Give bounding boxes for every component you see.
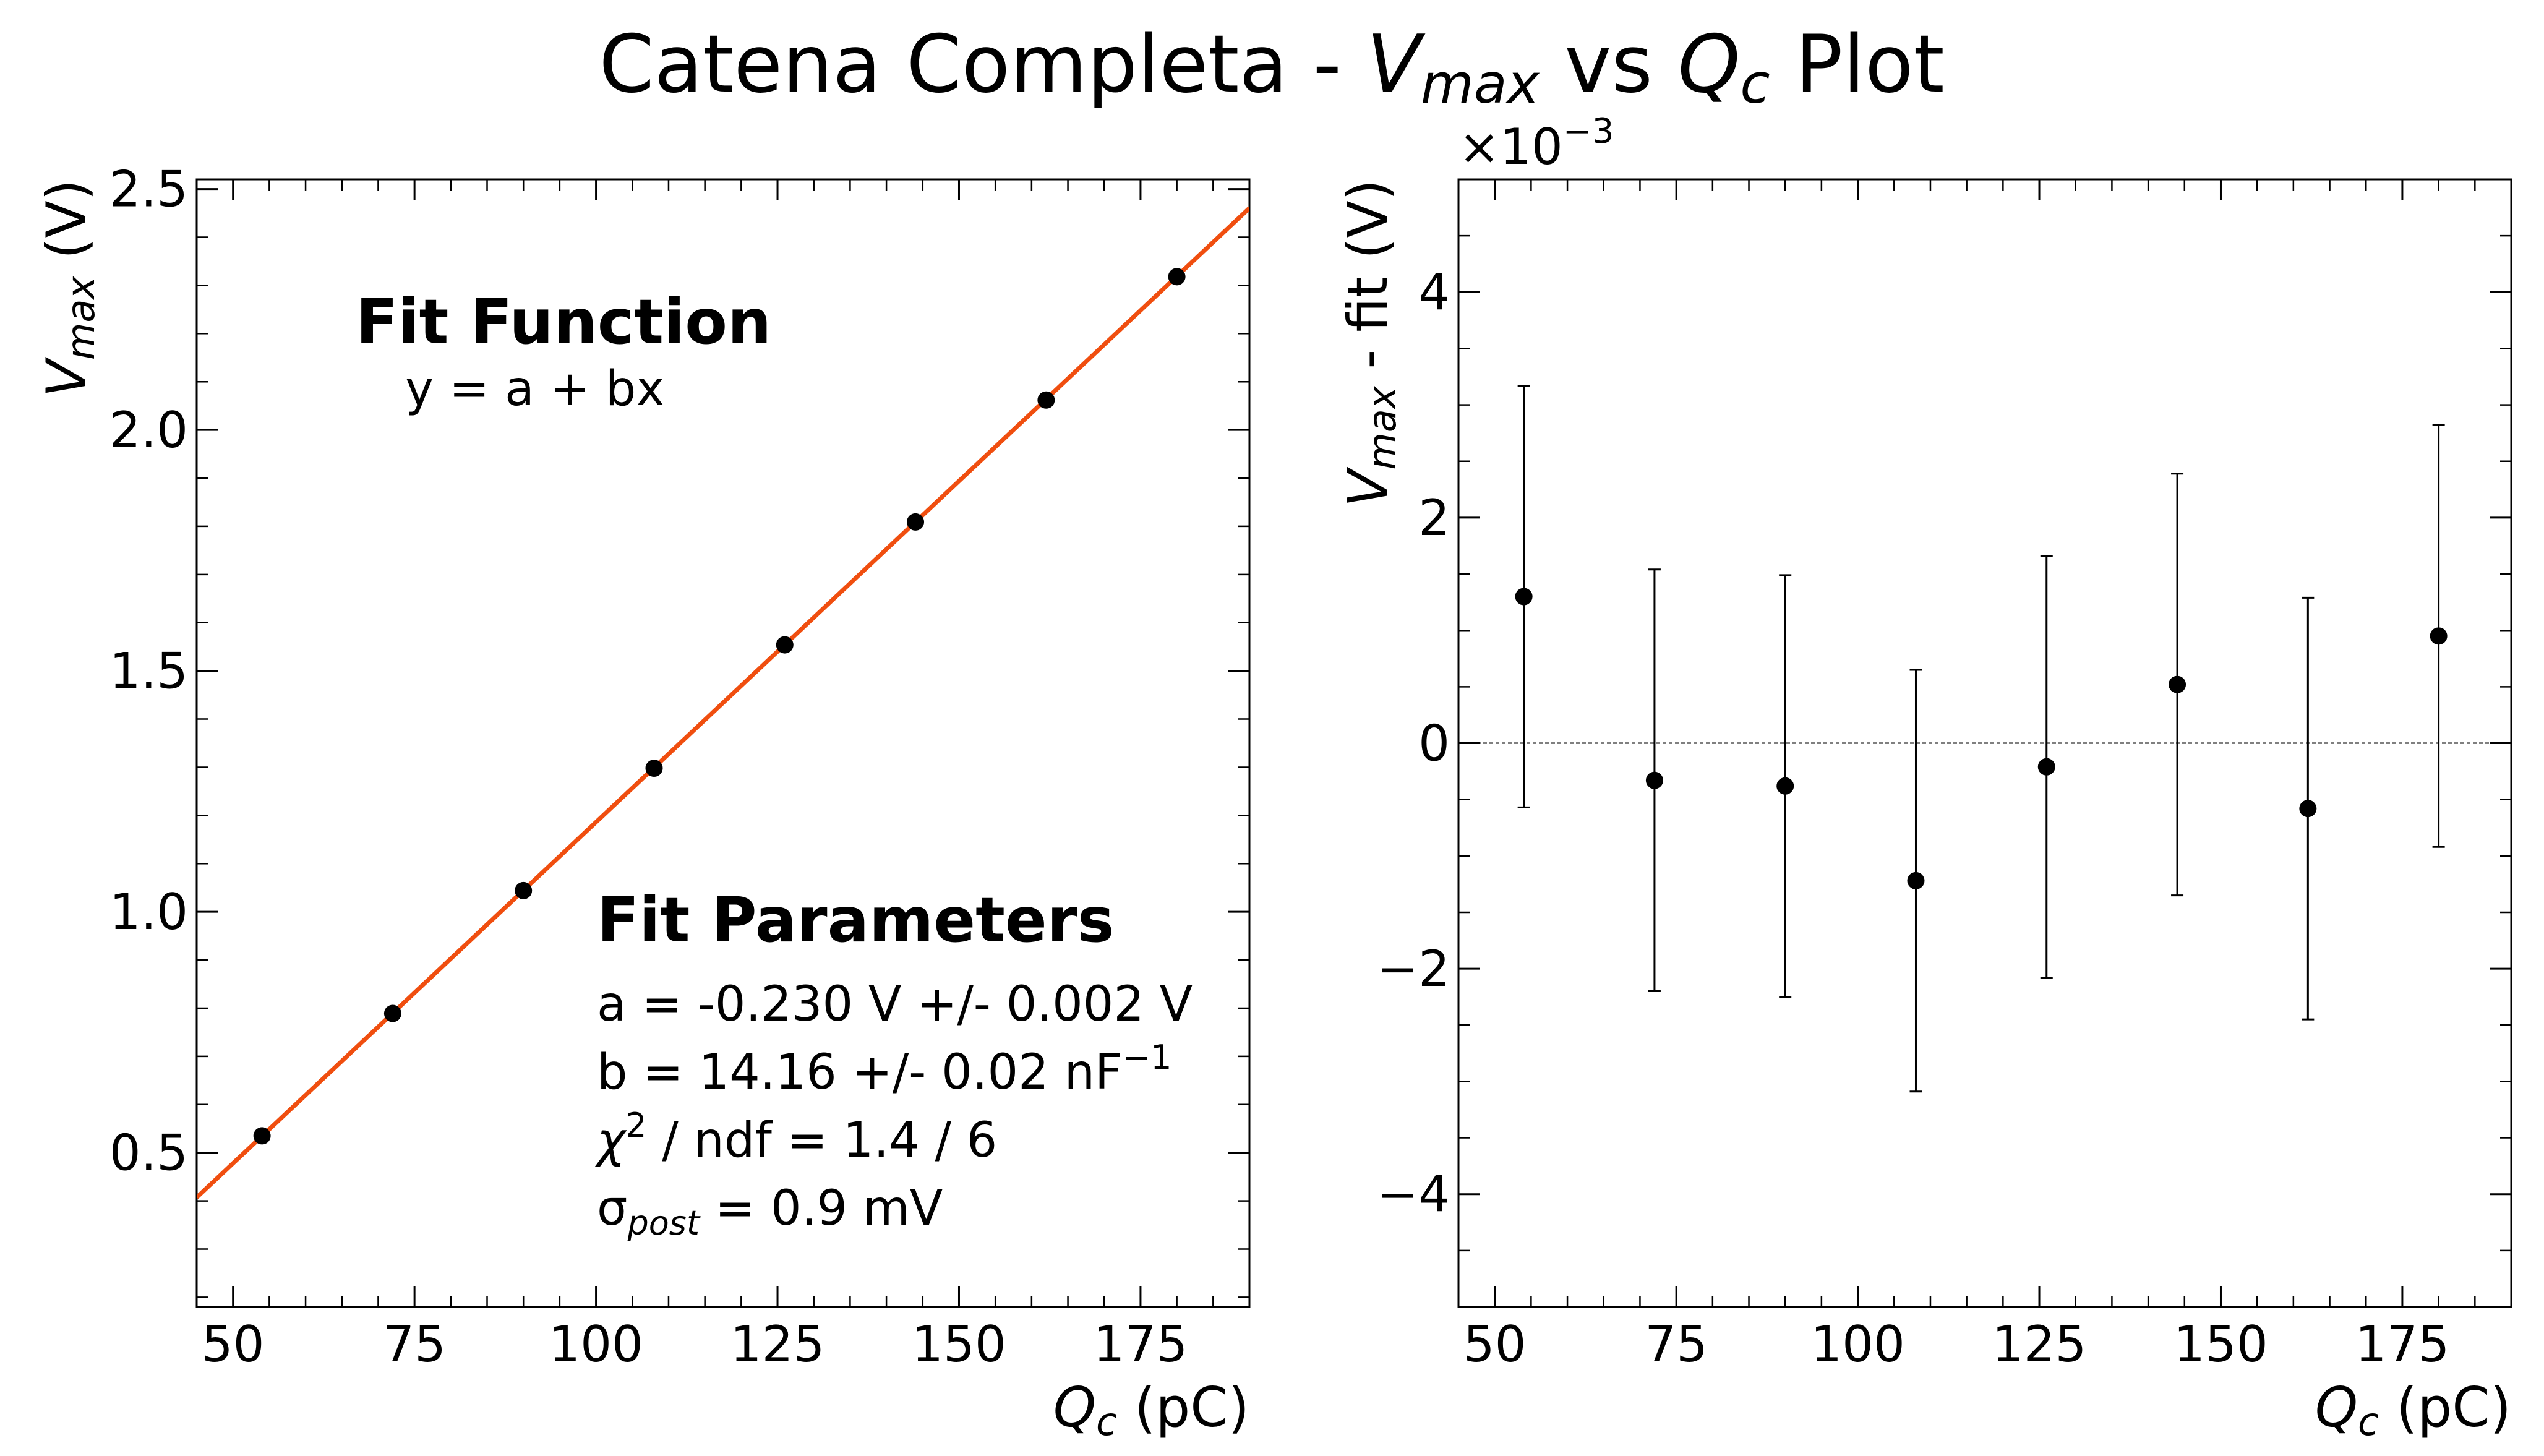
right-axis-ticks — [1457, 178, 2512, 1308]
x-tick-label: 150 — [2174, 1316, 2268, 1373]
fit-parameters-title: Fit Parameters — [597, 884, 1115, 956]
data-points-group — [253, 268, 1186, 1145]
x-tick-label: 50 — [1463, 1316, 1527, 1373]
figure-title: Catena Completa - Vmax vs Qc Plot — [599, 19, 1944, 116]
x-tick-label: 175 — [2355, 1316, 2450, 1373]
fit-function-title: Fit Function — [356, 286, 771, 358]
x-tick-label: 75 — [383, 1316, 446, 1373]
right-y-axis-label: Vmax - fit (V) — [1336, 179, 1405, 507]
left-plot-frame — [195, 178, 1251, 1308]
x-tick-label: 50 — [202, 1316, 265, 1373]
residual-point — [2299, 800, 2317, 818]
data-point — [253, 1127, 271, 1145]
residual-points-group — [1515, 385, 2448, 1093]
data-point — [645, 760, 663, 777]
y-tick-label: 2.5 — [109, 161, 188, 218]
right-x-axis-label: Qc (pC) — [2315, 1376, 2511, 1444]
y-scale-multiplier: ×10−3 — [1458, 111, 1614, 176]
data-point — [1168, 268, 1186, 286]
y-tick-label: 1.0 — [109, 883, 188, 941]
residual-point — [1907, 871, 1925, 889]
residual-point — [1645, 771, 1663, 789]
y-tick-label: 0 — [1418, 715, 1450, 773]
y-tick-label: 2 — [1418, 489, 1450, 547]
residual-point — [1515, 588, 1533, 606]
fit-param-a: a = -0.230 V +/- 0.002 V — [597, 977, 1193, 1032]
fit-line-group — [197, 206, 1249, 1199]
y-tick-label: 1.5 — [109, 643, 188, 700]
right-tick-labels: 50 75 100 125 150 175 −4 −2 0 2 4 — [1377, 263, 2449, 1373]
fit-chi2: χ2 / ndf = 1.4 / 6 — [594, 1106, 997, 1168]
data-point — [1037, 391, 1055, 409]
fit-param-b: b = 14.16 +/- 0.02 nF−1 — [597, 1038, 1172, 1100]
y-tick-label: 0.5 — [109, 1124, 188, 1182]
left-x-axis-label: Qc (pC) — [1053, 1376, 1249, 1444]
x-tick-label: 175 — [1094, 1316, 1188, 1373]
data-point — [776, 636, 794, 654]
x-tick-label: 125 — [1992, 1316, 2087, 1373]
residual-point — [2430, 627, 2448, 645]
x-tick-label: 75 — [1645, 1316, 1708, 1373]
x-tick-label: 150 — [912, 1316, 1006, 1373]
x-tick-label: 100 — [1810, 1316, 1905, 1373]
residual-point — [1776, 777, 1794, 795]
fit-line — [197, 206, 1249, 1199]
left-y-axis-label: Vmax (V) — [35, 179, 103, 397]
x-tick-label: 125 — [730, 1316, 825, 1373]
x-tick-label: 100 — [549, 1316, 643, 1373]
residual-point — [2037, 758, 2055, 776]
data-point — [907, 513, 925, 531]
y-tick-label: 2.0 — [109, 401, 188, 459]
residual-point — [2169, 675, 2186, 693]
data-point — [383, 1004, 401, 1022]
data-point — [515, 881, 533, 899]
left-tick-labels: 50 75 100 125 150 175 0.5 1.0 1.5 2.0 2.5 — [109, 161, 1188, 1373]
fit-sigma-post: σpost = 0.9 mV — [597, 1181, 943, 1243]
y-tick-label: −4 — [1377, 1166, 1450, 1223]
fit-function-formula: y = a + bx — [405, 361, 665, 417]
residuals-plot: 50 75 100 125 150 175 −4 −2 0 2 4 ×10−3 Vmax - fit… — [1336, 111, 2512, 1444]
y-tick-label: 4 — [1418, 263, 1450, 321]
fit-plot: 50 75 100 125 150 175 0.5 1.0 1.5 2.0 2.5 Vmax (V)… — [35, 161, 1251, 1444]
y-tick-label: −2 — [1377, 940, 1450, 998]
left-axis-ticks — [195, 179, 1251, 1307]
